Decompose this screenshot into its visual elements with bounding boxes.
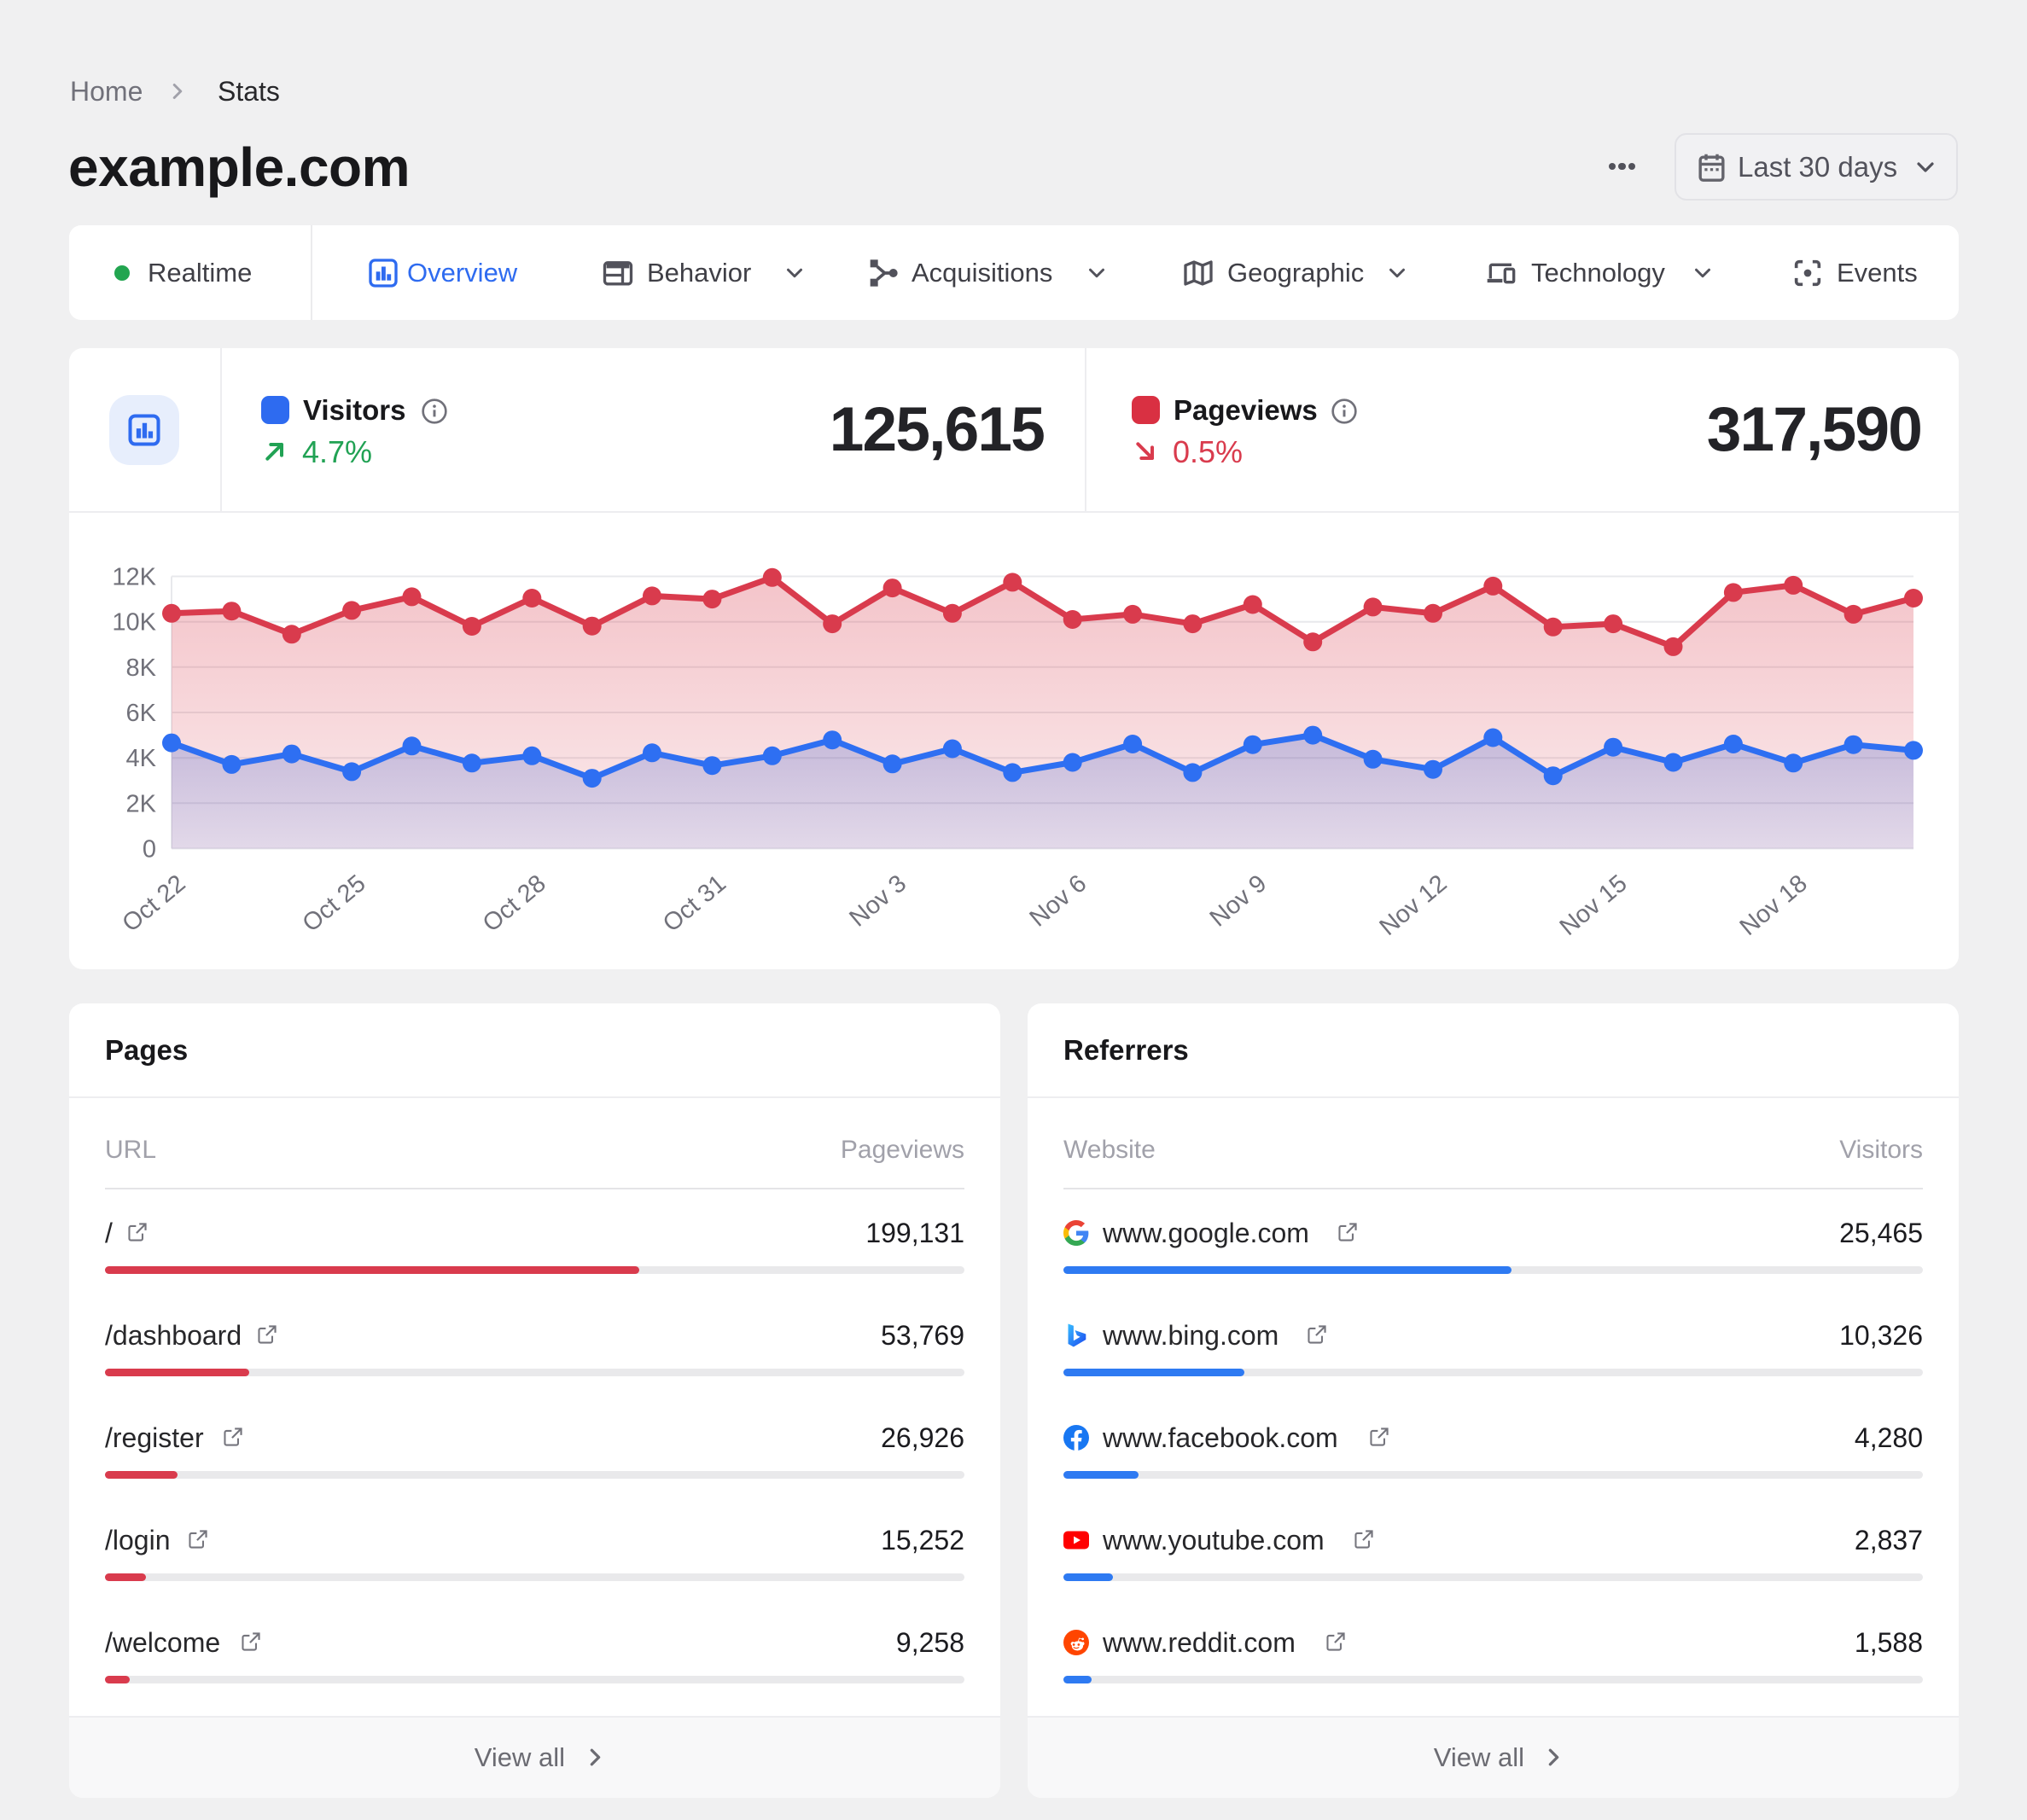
svg-text:6K: 6K xyxy=(126,700,157,727)
svg-text:Nov 18: Nov 18 xyxy=(1735,869,1813,941)
svg-text:0: 0 xyxy=(143,836,156,863)
svg-text:Oct 25: Oct 25 xyxy=(298,869,371,937)
svg-text:4K: 4K xyxy=(126,745,157,772)
svg-text:Oct 28: Oct 28 xyxy=(478,869,551,937)
svg-text:12K: 12K xyxy=(112,564,156,591)
svg-text:Nov 12: Nov 12 xyxy=(1375,869,1453,941)
svg-text:8K: 8K xyxy=(126,654,157,682)
svg-text:Nov 3: Nov 3 xyxy=(844,869,912,932)
svg-text:Nov 6: Nov 6 xyxy=(1025,869,1092,932)
svg-text:Oct 31: Oct 31 xyxy=(658,869,731,937)
svg-text:Nov 15: Nov 15 xyxy=(1555,869,1633,941)
svg-text:Oct 22: Oct 22 xyxy=(117,869,190,937)
svg-text:2K: 2K xyxy=(126,790,157,817)
svg-text:10K: 10K xyxy=(112,609,156,637)
svg-text:Nov 9: Nov 9 xyxy=(1205,869,1273,932)
